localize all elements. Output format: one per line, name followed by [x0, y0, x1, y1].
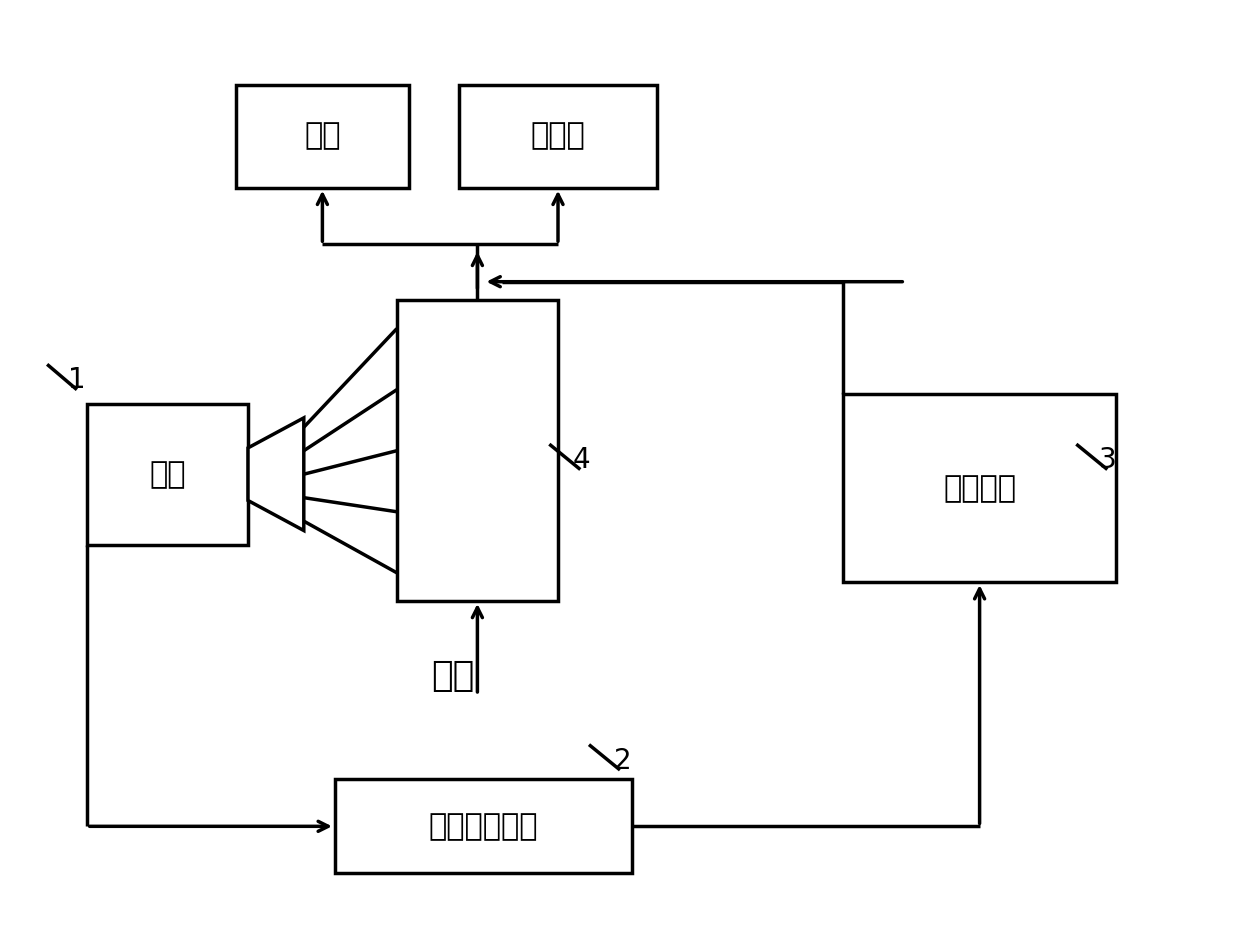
- Text: 视觉检测系统: 视觉检测系统: [429, 812, 538, 840]
- Bar: [236, 85, 409, 188]
- Polygon shape: [248, 418, 304, 531]
- Bar: [843, 394, 1116, 582]
- Text: 相机: 相机: [149, 460, 186, 488]
- Text: 3: 3: [1099, 446, 1116, 474]
- Text: 来料: 来料: [432, 659, 474, 693]
- Bar: [87, 404, 248, 545]
- Bar: [335, 779, 632, 873]
- Bar: [397, 300, 558, 601]
- Text: 控制系统: 控制系统: [944, 474, 1016, 502]
- Bar: [459, 85, 657, 188]
- Text: 2: 2: [614, 747, 631, 775]
- Text: 不良品: 不良品: [531, 122, 585, 150]
- Text: 1: 1: [68, 366, 86, 394]
- Text: 良品: 良品: [304, 122, 341, 150]
- Text: 4: 4: [573, 446, 590, 474]
